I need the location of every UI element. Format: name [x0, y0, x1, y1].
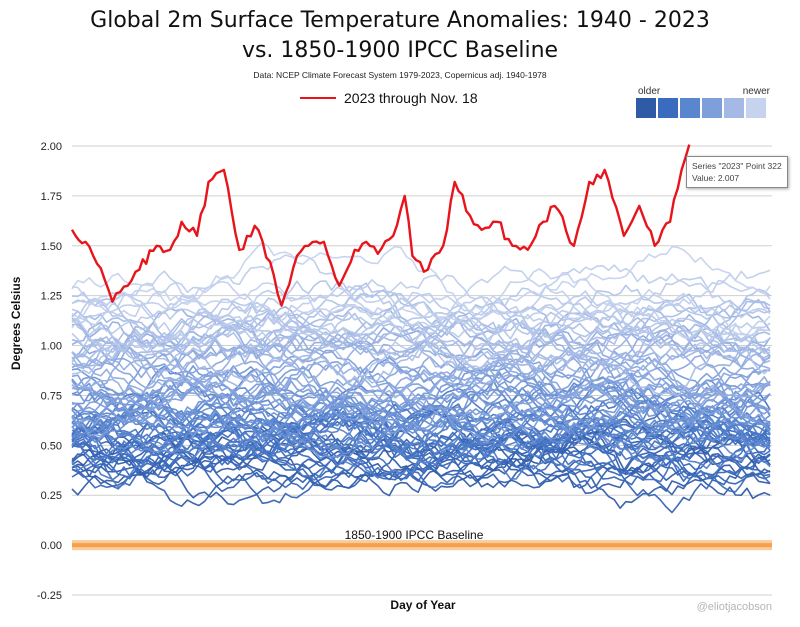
baseline-label: 1850-1900 IPCC Baseline [345, 528, 484, 542]
color-scale-swatch-3 [702, 98, 722, 118]
year-line-2012 [71, 282, 771, 342]
year-line-2018 [71, 254, 771, 327]
year-line-1952 [71, 420, 771, 491]
y-tick-label: 0.50 [41, 440, 62, 452]
y-tick-labels: 2.00 1.75 1.50 1.25 1.00 0.75 0.50 0.25 0.00 -0.2… [37, 141, 62, 602]
year-line-2011 [71, 308, 771, 378]
year-line-1962 [71, 416, 771, 481]
chart-title: Global 2m Surface Temperature Anomalies:… [90, 8, 710, 33]
color-scale-swatch-4 [724, 98, 744, 118]
series-2023-line [70, 144, 691, 307]
year-line-2020 [71, 265, 771, 340]
color-scale-swatches [636, 98, 766, 118]
year-line-1988 [71, 357, 771, 437]
y-tick-label: 0.75 [41, 390, 62, 402]
year-line-2009 [71, 298, 771, 365]
color-scale-swatch-5 [746, 98, 766, 118]
data-tooltip: Series "2023" Point 322 Value: 2.007 [686, 156, 788, 188]
y-tick-label: 0.25 [41, 490, 62, 502]
chart-subtitle: vs. 1850-1900 IPCC Baseline [241, 38, 559, 63]
tooltip-value-line: Value: 2.007 [692, 173, 740, 183]
baseline-group: 1850-1900 IPCC Baseline [72, 528, 772, 551]
year-line-1956 [71, 425, 771, 493]
year-line-2019 [71, 269, 771, 333]
year-line-1970 [71, 419, 771, 479]
y-tick-label: 1.25 [41, 291, 62, 303]
year-line-2007 [71, 328, 771, 397]
color-scale-swatch-0 [636, 98, 656, 118]
color-scale-swatch-2 [680, 98, 700, 118]
year-line-1968 [71, 401, 771, 470]
year-line-1974 [71, 398, 771, 462]
y-tick-label: 1.50 [41, 241, 62, 253]
color-scale-older-label: older [638, 86, 661, 97]
year-line-2002 [71, 308, 771, 389]
year-line-1989 [71, 349, 771, 410]
y-axis-title: Degrees Celsius [9, 276, 23, 370]
source-note: Data: NCEP Climate Forecast System 1979-… [253, 70, 547, 80]
historical-year-series [71, 241, 771, 514]
color-scale-newer-label: newer [742, 86, 770, 97]
year-line-1992 [71, 349, 771, 412]
year-line-1978 [71, 389, 771, 454]
tooltip-series-line: Series "2023" Point 322 [692, 161, 782, 171]
y-tick-label: 2.00 [41, 141, 62, 153]
color-scale-swatch-1 [658, 98, 678, 118]
y-tick-label: 1.00 [41, 341, 62, 353]
y-tick-label: 1.75 [41, 191, 62, 203]
year-line-1980 [71, 385, 771, 460]
year-line-1994 [71, 346, 771, 417]
year-line-2010 [71, 304, 771, 364]
color-scale-legend: older newer [636, 86, 772, 120]
year-line-2021 [71, 268, 771, 337]
author-credit: @eliotjacobson [696, 601, 772, 613]
year-line-2016 [71, 290, 771, 356]
year-line-1942 [71, 431, 771, 500]
x-axis-title: Day of Year [390, 598, 456, 612]
series-2023-group [70, 144, 691, 307]
y-tick-label: 0.00 [41, 540, 62, 552]
legend-swatch-2023 [300, 97, 336, 99]
year-line-1959 [71, 403, 771, 483]
year-line-2022 [71, 241, 771, 314]
year-line-1991 [71, 370, 771, 426]
year-line-2013 [71, 280, 771, 354]
legend-label-2023: 2023 through Nov. 18 [344, 90, 478, 106]
y-tick-label: -0.25 [37, 590, 62, 602]
year-line-2014 [71, 300, 771, 367]
legend: 2023 through Nov. 18 [300, 90, 478, 106]
